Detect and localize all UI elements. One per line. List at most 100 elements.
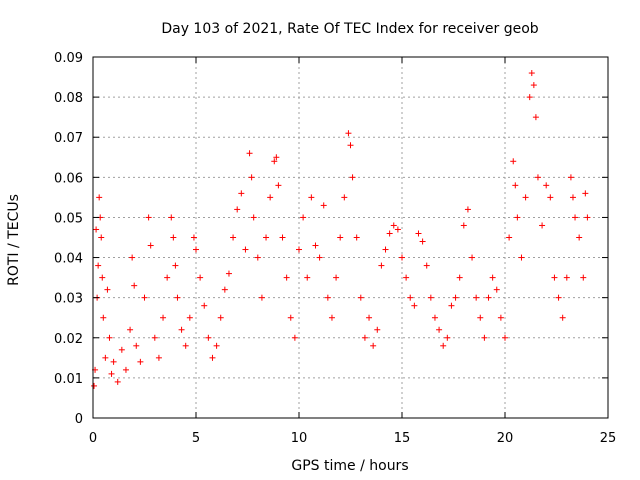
data-point (99, 274, 106, 281)
data-point (584, 214, 591, 221)
data-point (502, 334, 508, 341)
y-tick-label: 0.07 (54, 131, 83, 146)
data-point (300, 214, 307, 221)
data-point (287, 314, 294, 321)
data-point (131, 282, 138, 289)
data-point (304, 274, 311, 281)
plot-frame (92, 56, 609, 419)
x-tick-label: 10 (291, 431, 308, 446)
data-point (225, 270, 232, 277)
data-point (530, 82, 537, 89)
data-point (559, 314, 566, 321)
data-point (382, 246, 389, 253)
data-point (361, 334, 368, 341)
data-point (489, 274, 496, 281)
x-tick-label: 20 (497, 431, 514, 446)
data-point (543, 182, 550, 189)
data-point (242, 246, 249, 253)
data-point (279, 234, 286, 241)
y-tick-label: 0.06 (54, 171, 83, 186)
data-point (444, 334, 451, 341)
y-tick-label: 0.01 (54, 372, 83, 387)
data-point (347, 142, 354, 149)
data-point (394, 226, 401, 233)
data-point (493, 286, 500, 293)
data-point (209, 354, 216, 361)
data-point (258, 294, 265, 301)
chart-title: Day 103 of 2021, Rate Of TEC Index for r… (161, 21, 538, 37)
axis-ticks: 0 0.01 0.02 0.03 0.04 0.05 0.06 0.07 0.08 0.09 0 5 1… (54, 51, 616, 446)
data-point (316, 254, 323, 261)
data-point (534, 174, 541, 181)
data-point (254, 254, 261, 261)
data-point (473, 294, 480, 301)
data-point (370, 342, 377, 349)
data-point (296, 246, 302, 253)
y-tick-label: 0.05 (54, 211, 83, 226)
data-point (547, 194, 554, 201)
data-point (234, 206, 241, 213)
data-point (168, 214, 175, 221)
data-point (563, 274, 570, 281)
data-point (349, 174, 356, 181)
data-point (460, 222, 467, 229)
data-point (273, 154, 280, 161)
grid-lines (93, 57, 608, 418)
data-point (436, 326, 443, 333)
data-point (345, 130, 352, 137)
data-point (129, 254, 136, 261)
data-point (555, 294, 562, 301)
data-point (510, 158, 517, 165)
data-point (440, 342, 447, 349)
data-point (366, 314, 373, 321)
data-point (415, 230, 422, 237)
data-point (407, 294, 414, 301)
data-point (205, 334, 212, 341)
data-point (106, 334, 113, 341)
data-point (91, 382, 98, 389)
data-point (104, 286, 111, 293)
data-point (328, 314, 335, 321)
data-point (452, 294, 459, 301)
data-point (569, 194, 576, 201)
x-tick-label: 5 (192, 431, 200, 446)
data-point (170, 234, 177, 241)
data-point (497, 314, 504, 321)
x-tick-label: 0 (89, 431, 97, 446)
data-point (246, 150, 253, 157)
data-point (96, 194, 103, 201)
x-tick-label: 25 (600, 431, 617, 446)
data-point (238, 190, 245, 197)
x-tick-label: 15 (394, 431, 411, 446)
y-tick-label: 0.08 (54, 91, 83, 106)
data-point (151, 334, 158, 341)
data-point (477, 314, 484, 321)
data-point (353, 234, 360, 241)
data-point (324, 294, 331, 301)
data-point (374, 326, 381, 333)
y-tick-label: 0.04 (54, 252, 83, 267)
data-point (514, 214, 521, 221)
data-point (172, 262, 179, 269)
data-point (456, 274, 463, 281)
data-point (551, 274, 558, 281)
data-point (155, 354, 162, 361)
data-point (108, 370, 115, 377)
data-point (333, 274, 340, 281)
data-point (145, 214, 152, 221)
data-point (506, 234, 513, 241)
data-point (580, 274, 587, 281)
data-point (532, 114, 539, 121)
data-point (291, 334, 298, 341)
y-tick-label: 0.03 (54, 292, 83, 307)
data-point (582, 190, 589, 197)
data-point (572, 214, 579, 221)
data-point (174, 294, 181, 301)
y-axis-title: ROTI / TECUs (6, 194, 22, 286)
data-point (248, 174, 255, 181)
data-point (576, 234, 583, 241)
data-point (164, 274, 171, 281)
data-point (213, 342, 220, 349)
data-point (178, 326, 185, 333)
data-point (423, 262, 430, 269)
